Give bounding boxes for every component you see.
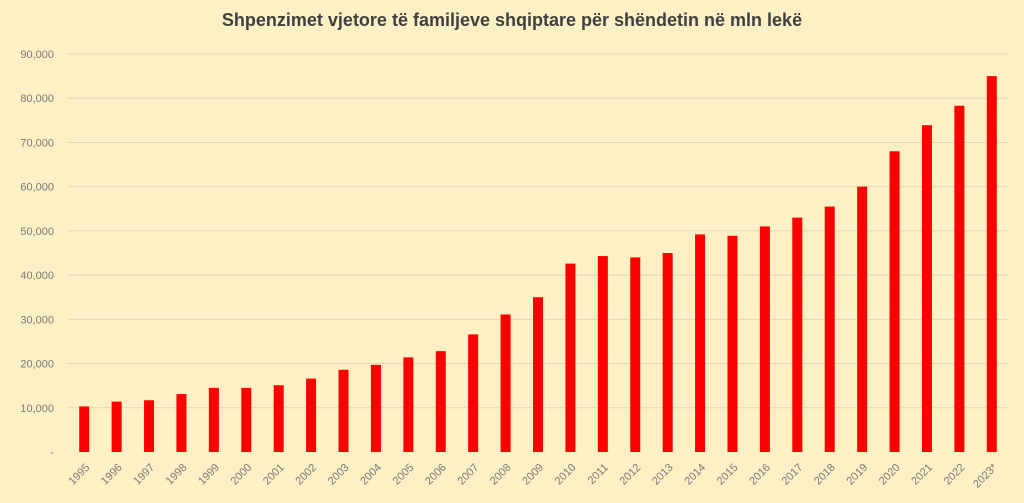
bar-2001	[273, 385, 284, 452]
y-tick-label: 70,000	[20, 137, 54, 149]
bar-2014	[695, 234, 706, 452]
x-tick-label: 1999	[196, 462, 222, 488]
bar-2015	[727, 235, 738, 452]
y-tick-label: 40,000	[20, 270, 54, 282]
x-tick-label: 2020	[877, 462, 903, 488]
x-tick-label: 2012	[618, 462, 644, 488]
bar-2013	[662, 253, 673, 452]
bar-2017	[792, 217, 803, 452]
bar-2019	[857, 186, 868, 452]
y-tick-label: 30,000	[20, 314, 54, 326]
bar-2002	[306, 378, 317, 452]
x-tick-label: 2022	[942, 462, 968, 488]
bar-2011	[597, 256, 608, 452]
y-tick-label: 10,000	[20, 403, 54, 415]
y-tick-label: -	[50, 447, 54, 459]
bar-2020	[889, 151, 900, 453]
bar-2006	[435, 351, 446, 452]
x-tick-label: 2009	[520, 462, 546, 488]
bar-2016	[759, 226, 770, 452]
x-tick-label: 2008	[488, 462, 514, 488]
x-tick-label: 2003	[326, 462, 352, 488]
x-tick-label: 1997	[131, 462, 157, 488]
x-tick-label: 2002	[293, 462, 319, 488]
x-tick-label: 2019	[844, 462, 870, 488]
bar-1998	[176, 394, 187, 452]
bar-1995	[79, 406, 90, 452]
bar-2009	[533, 297, 543, 452]
x-tick-label: 2018	[812, 462, 838, 488]
y-tick-label: 60,000	[20, 182, 54, 194]
x-tick-label: 2023*	[971, 461, 1000, 490]
x-tick-label: 2004	[358, 462, 384, 488]
bar-2000	[241, 387, 252, 452]
x-tick-label: 2000	[229, 462, 255, 488]
x-tick-label: 1995	[67, 462, 93, 488]
x-tick-label: 2011	[586, 462, 611, 487]
bar-2012	[630, 257, 641, 452]
x-tick-label: 2014	[682, 462, 708, 488]
bar-2007	[468, 334, 479, 452]
x-tick-label: 2007	[455, 462, 481, 488]
bar-2008	[500, 314, 511, 452]
y-tick-label: 50,000	[20, 226, 54, 238]
x-tick-label: 2015	[715, 462, 741, 488]
bar-2005	[403, 357, 414, 452]
bar-2003	[338, 369, 349, 452]
x-tick-label: 2005	[391, 462, 417, 488]
x-tick-label: 2006	[423, 462, 449, 488]
chart-title: Shpenzimet vjetore të familjeve shqiptar…	[221, 10, 803, 30]
y-tick-label: 20,000	[20, 359, 54, 371]
bar-2018	[824, 206, 835, 452]
bar-2021	[921, 125, 932, 452]
bar-1999	[208, 387, 219, 452]
bar-1997	[144, 400, 155, 452]
x-tick-label: 2021	[909, 462, 935, 488]
x-tick-label: 2013	[650, 462, 676, 488]
bar-1996	[111, 401, 122, 452]
bar-2004	[370, 364, 381, 452]
x-tick-label: 1998	[164, 462, 190, 488]
bar-2022	[954, 105, 965, 453]
y-tick-label: 80,000	[20, 93, 54, 105]
bar-2023est	[986, 76, 997, 452]
y-tick-label: 90,000	[20, 49, 54, 61]
x-tick-label: 1996	[99, 462, 125, 488]
x-tick-label: 2010	[553, 462, 579, 488]
x-tick-label: 2017	[780, 462, 806, 488]
x-tick-label: 2001	[261, 462, 287, 488]
bar-2010	[565, 263, 576, 452]
x-tick-label: 2016	[747, 462, 773, 488]
